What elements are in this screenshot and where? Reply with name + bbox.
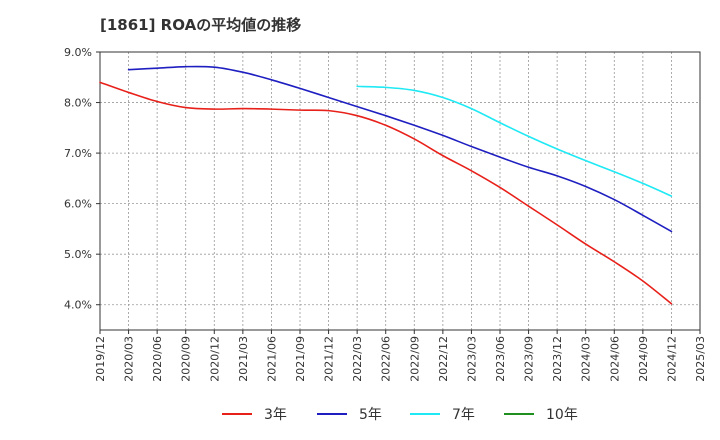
legend-label-1: 3年 xyxy=(264,407,287,423)
y-tick-label: 6.0% xyxy=(64,198,92,211)
x-tick-label: 2020/03 xyxy=(123,336,136,382)
x-tick-label: 2023/03 xyxy=(465,336,478,382)
x-tick-label: 2023/06 xyxy=(494,336,507,382)
series-line-2 xyxy=(127,65,673,233)
x-tick-label: 2024/12 xyxy=(665,336,678,382)
legend-label-3: 7年 xyxy=(452,407,475,423)
series-lines xyxy=(99,65,673,305)
x-tick-label: 2022/09 xyxy=(408,336,421,382)
x-tick-label: 2021/06 xyxy=(265,336,278,382)
y-tick-label: 9.0% xyxy=(64,46,92,59)
x-tick-label: 2021/03 xyxy=(237,336,250,382)
x-tick-label: 2020/09 xyxy=(180,336,193,382)
x-tick-label: 2024/03 xyxy=(580,336,593,382)
chart-title: [1861] ROAの平均値の推移 xyxy=(100,16,302,34)
legend-label-4: 10年 xyxy=(546,407,578,423)
x-tick-label: 2024/06 xyxy=(608,336,621,382)
x-tick-label: 2022/12 xyxy=(437,336,450,382)
series-line-1 xyxy=(99,81,673,305)
x-tick-label: 2022/03 xyxy=(351,336,364,382)
x-tick-label: 2022/06 xyxy=(380,336,393,382)
x-tick-label: 2020/06 xyxy=(151,336,164,382)
x-tick-label: 2021/09 xyxy=(294,336,307,382)
plot-background xyxy=(100,52,700,330)
x-tick-label: 2023/09 xyxy=(523,336,536,382)
y-tick-label: 4.0% xyxy=(64,299,92,312)
x-tick-label: 2025/03 xyxy=(694,336,707,382)
grid xyxy=(100,52,700,330)
x-tick-label: 2020/12 xyxy=(208,336,221,382)
x-tick-label: 2019/12 xyxy=(94,336,107,382)
x-tick-label: 2023/12 xyxy=(551,336,564,382)
x-tick-label: 2021/12 xyxy=(323,336,336,382)
legend-label-2: 5年 xyxy=(359,407,382,423)
plot-frame xyxy=(99,51,701,331)
y-tick-label: 5.0% xyxy=(64,248,92,261)
x-tick-label: 2024/09 xyxy=(637,336,650,382)
legend: 3年 5年 7年 10年 xyxy=(222,407,578,423)
axes xyxy=(99,51,701,331)
y-tick-label: 7.0% xyxy=(64,147,92,160)
y-tick-label: 8.0% xyxy=(64,97,92,110)
y-tick-labels: 4.0% 5.0% 6.0% 7.0% 8.0% 9.0% xyxy=(64,46,100,312)
x-tick-labels: 2019/12 2020/03 2020/06 2020/09 2020/12 2021/… xyxy=(94,330,707,382)
series-line-3 xyxy=(356,85,673,197)
